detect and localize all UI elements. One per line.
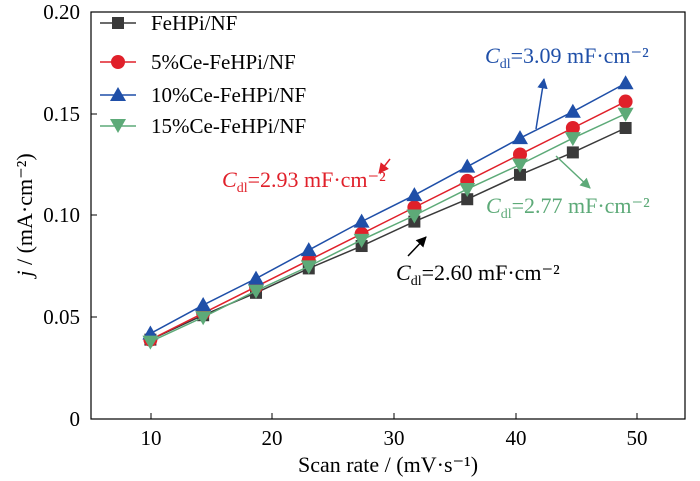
series-line: [150, 82, 626, 335]
annotation-text: =3.09 mF·cm⁻²: [511, 43, 650, 68]
data-point-triangle-up: [459, 158, 476, 173]
annotation-sub: dl: [501, 207, 512, 222]
legend-marker-square: [112, 17, 124, 29]
data-point-triangle-up: [300, 242, 317, 257]
series-1: [144, 121, 632, 346]
data-point-triangle-down: [353, 233, 370, 248]
legend-entry: 5%Ce-FeHPi/NF: [100, 50, 296, 74]
data-point-triangle-up: [248, 270, 265, 285]
data-point-triangle-down: [142, 335, 159, 350]
annotation-arrow-feh: [407, 236, 427, 257]
x-tick-label: 10: [141, 426, 162, 450]
annotation-text: =2.77 mF·cm⁻²: [512, 193, 651, 218]
data-point-triangle-up: [353, 213, 370, 228]
data-point-triangle-down: [300, 260, 317, 275]
x-tick-label: 30: [384, 426, 405, 450]
data-point-circle: [618, 94, 633, 109]
annotation-cdl-5ce: Cdl=2.93 mF·cm⁻²: [222, 167, 386, 196]
annotation-var: C: [486, 193, 501, 218]
data-point-triangle-up: [195, 297, 212, 312]
data-point-circle: [565, 120, 580, 135]
annotation-text: =2.60 mF·cm⁻²: [422, 260, 561, 285]
data-point-triangle-up: [617, 75, 634, 90]
annotation-cdl-15ce: Cdl=2.77 mF·cm⁻²: [486, 193, 650, 222]
x-axis-title: Scan rate / (mV·s⁻¹): [298, 452, 478, 477]
data-point-triangle-down: [511, 158, 528, 173]
data-point-square: [619, 121, 632, 134]
legend-label: 10%Ce-FeHPi/NF: [151, 83, 306, 107]
annotation-var: C: [396, 260, 411, 285]
y-axis: 0 0.05 0.10 0.15 0.20: [43, 0, 97, 431]
legend-marker-triangle-up: [110, 87, 126, 101]
data-point-triangle-down: [564, 132, 581, 147]
annotation-arrow-10ce: [535, 77, 548, 130]
series-layer: [142, 75, 634, 350]
series-line: [150, 113, 626, 343]
annotation-arrow-15ce: [555, 155, 591, 189]
data-point-triangle-down: [459, 183, 476, 198]
annotation-var: C: [485, 43, 500, 68]
legend-marker-circle: [111, 55, 125, 69]
data-point-square: [566, 146, 579, 159]
y-axis-title: j / (mA·cm⁻²): [12, 153, 37, 279]
y-tick-label: 0: [70, 407, 81, 431]
annotation-sub: dl: [500, 57, 511, 72]
legend-label: 15%Ce-FeHPi/NF: [151, 114, 306, 138]
data-point-triangle-down: [406, 209, 423, 224]
x-tick-label: 50: [627, 426, 648, 450]
annotation-sub: dl: [237, 181, 248, 196]
data-point-triangle-up: [406, 187, 423, 202]
annotation-var: C: [222, 167, 237, 192]
legend-entry: FeHPi/NF: [100, 11, 237, 35]
legend: FeHPi/NF 5%Ce-FeHPi/NF 10%Ce-FeHPi/NF 15…: [100, 11, 306, 138]
x-tick-label: 40: [506, 426, 527, 450]
data-point-triangle-up: [511, 130, 528, 145]
series-4: [142, 107, 634, 350]
series-line: [150, 100, 626, 341]
legend-label: 5%Ce-FeHPi/NF: [151, 50, 296, 74]
data-point-triangle-up: [564, 103, 581, 118]
annotation-text: =2.93 mF·cm⁻²: [248, 167, 387, 192]
y-axis-unit: / (mA·cm⁻²): [12, 153, 37, 270]
data-point-circle: [512, 147, 527, 162]
annotation-sub: dl: [411, 274, 422, 289]
annotation-cdl-10ce: Cdl=3.09 mF·cm⁻²: [485, 43, 649, 72]
y-tick-label: 0.10: [43, 203, 80, 227]
y-tick-label: 0.05: [43, 305, 80, 329]
y-tick-label: 0.20: [43, 0, 80, 24]
data-point-triangle-down: [617, 107, 634, 122]
y-tick-label: 0.15: [43, 102, 80, 126]
series-3: [142, 75, 634, 340]
legend-label: FeHPi/NF: [151, 11, 237, 35]
data-point-square: [513, 168, 526, 181]
annotation-arrow-5ce: [378, 158, 391, 174]
data-point-triangle-down: [248, 284, 265, 299]
data-point-square: [461, 193, 474, 206]
legend-marker-triangle-down: [110, 119, 126, 133]
legend-entry: 10%Ce-FeHPi/NF: [100, 83, 306, 107]
x-axis: 10 20 30 40 50: [141, 413, 648, 450]
x-tick-label: 20: [262, 426, 283, 450]
annotation-cdl-feh: Cdl=2.60 mF·cm⁻²: [396, 260, 560, 289]
y-axis-variable: j: [12, 271, 37, 280]
data-point-triangle-down: [195, 311, 212, 326]
legend-entry: 15%Ce-FeHPi/NF: [100, 114, 306, 138]
